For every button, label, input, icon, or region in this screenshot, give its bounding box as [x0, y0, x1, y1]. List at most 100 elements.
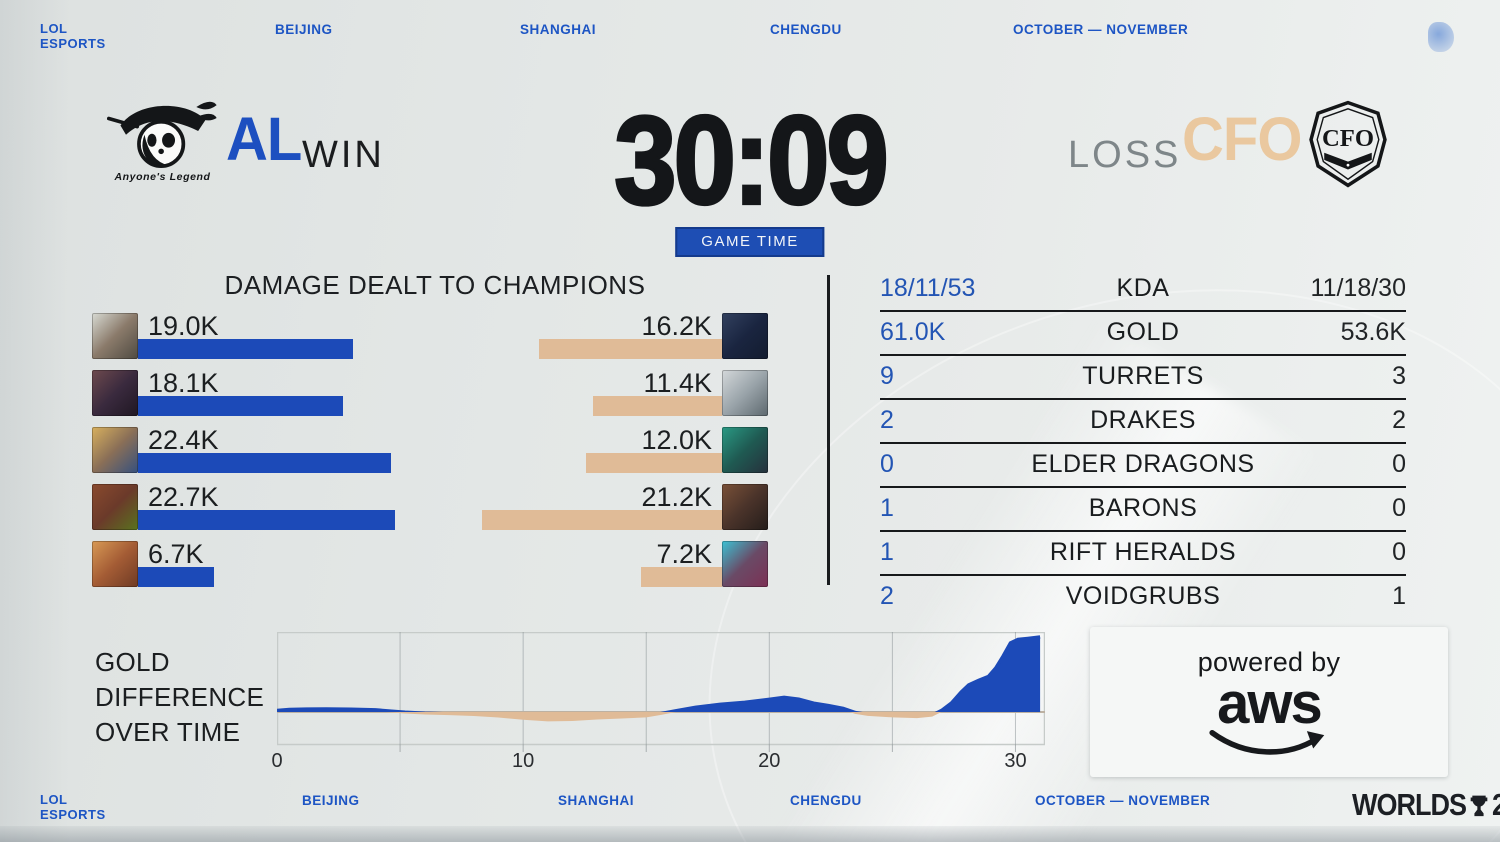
worlds-year: 25 [1492, 788, 1500, 823]
team-al-abbr: AL [226, 105, 302, 174]
damage-row: 16.2K [539, 313, 768, 359]
damage-value: 21.2K [641, 482, 712, 512]
team-cfo-abbr: CFO [1182, 105, 1302, 174]
brand-line: ESPORTS [40, 36, 106, 51]
damage-value: 18.1K [148, 368, 219, 398]
stat-label: DRAKES [1090, 406, 1196, 434]
stat-value-cfo: 0 [1392, 538, 1406, 566]
stat-value-cfo: 3 [1392, 362, 1406, 390]
stat-value-cfo: 53.6K [1340, 318, 1406, 346]
brand-line: ESPORTS [40, 807, 106, 822]
stat-row: 0 ELDER DRAGONS 0 [880, 444, 1406, 488]
stat-value-cfo: 0 [1392, 450, 1406, 478]
champion-portrait-icon [92, 484, 138, 530]
gold-series-path [277, 635, 1041, 712]
svg-text:CFO: CFO [1322, 125, 1374, 152]
damage-row: 18.1K [92, 370, 395, 416]
damage-bar [539, 339, 722, 359]
stat-label: GOLD [1106, 318, 1180, 346]
gold-chart-label: GOLD DIFFERENCE OVER TIME [95, 645, 264, 750]
damage-value: 22.7K [148, 482, 219, 512]
stat-label: BARONS [1088, 494, 1198, 522]
damage-bar [138, 339, 353, 359]
champion-portrait-icon [722, 541, 768, 587]
stat-value-al: 18/11/53 [880, 274, 976, 302]
damage-value: 22.4K [148, 425, 219, 455]
champion-portrait-icon [92, 313, 138, 359]
damage-value: 11.4K [643, 368, 712, 398]
anyones-legend-panda-icon [106, 101, 217, 168]
trophy-icon [1470, 795, 1488, 816]
stat-label: VOIDGRUBS [1065, 582, 1221, 610]
stat-value-al: 1 [880, 538, 894, 566]
gold-label-line: OVER TIME [95, 717, 241, 747]
x-axis-tick-label: 20 [758, 750, 781, 772]
damage-row: 22.4K [92, 427, 395, 473]
team-al-caption: Anyone's Legend [114, 171, 211, 183]
bottombar-item-chengdu: CHENGDU [790, 793, 862, 808]
gold-label-line: GOLD [95, 647, 170, 677]
stat-row: 2 VOIDGRUBS 1 [880, 576, 1406, 618]
stat-value-al: 2 [880, 406, 894, 434]
gold-difference-chart [276, 631, 1046, 754]
champion-portrait-icon [722, 484, 768, 530]
stat-value-al: 2 [880, 582, 894, 610]
stat-row: 61.0K GOLD 53.6K [880, 312, 1406, 356]
damage-row: 21.2K [482, 484, 768, 530]
gold-chart-x-axis: 0 10 20 30 [271, 750, 1045, 774]
damage-value: 6.7K [148, 539, 204, 569]
gold-series-path [277, 712, 1041, 721]
stat-row: 1 BARONS 0 [880, 488, 1406, 532]
stat-row: 2 DRAKES 2 [880, 400, 1406, 444]
stat-value-al: 0 [880, 450, 894, 478]
stat-label: KDA [1116, 274, 1170, 302]
lol-esports-wordmark: LOL ESPORTS [40, 792, 106, 822]
champion-portrait-icon [722, 427, 768, 473]
x-axis-tick-label: 0 [271, 750, 283, 772]
topbar-item-chengdu: CHENGDU [770, 22, 842, 37]
gold-label-line: DIFFERENCE [95, 682, 265, 712]
game-clock: 30:09 [613, 89, 890, 232]
lol-esports-wordmark: LOL ESPORTS [40, 21, 106, 51]
stat-value-cfo: 0 [1392, 494, 1406, 522]
damage-bar [138, 396, 343, 416]
section-divider [827, 275, 830, 585]
damage-column-cfo: 16.2K 11.4K 12.0K 21.2K 7.2K [482, 313, 768, 587]
topbar-item-shanghai: SHANGHAI [520, 22, 597, 37]
stat-label: ELDER DRAGONS [1031, 450, 1255, 478]
gold-series-path [277, 637, 1041, 712]
worlds-label: WORLDS [1352, 788, 1467, 822]
damage-column-al: 19.0K 18.1K 22.4K 22.7K 6.7K [92, 313, 395, 587]
bottombar-item-dates: OCTOBER — NOVEMBER [1035, 793, 1211, 808]
stat-value-cfo: 11/18/30 [1310, 274, 1406, 302]
aws-wordmark: aws [1217, 670, 1323, 736]
stat-row: 1 RIFT HERALDS 0 [880, 532, 1406, 576]
stat-label: TURRETS [1082, 362, 1204, 390]
x-axis-tick-label: 30 [1004, 750, 1027, 772]
objective-stats-table: 18/11/53 KDA 11/18/30 61.0K GOLD 53.6K 9 TURRET… [880, 268, 1406, 618]
damage-row: 12.0K [586, 427, 768, 473]
team-al-logo: Anyone's Legend [100, 94, 225, 183]
stat-row: 9 TURRETS 3 [880, 356, 1406, 400]
damage-bar [482, 510, 722, 530]
damage-bar [586, 453, 722, 473]
champion-portrait-icon [92, 427, 138, 473]
powered-by-text: powered by [1197, 646, 1341, 677]
team-al-result: WIN [302, 134, 385, 176]
damage-value: 12.0K [641, 425, 712, 455]
brand-line: LOL [40, 792, 68, 807]
champion-portrait-icon [92, 370, 138, 416]
damage-bar [641, 567, 722, 587]
bottombar-item-beijing: BEIJING [302, 793, 360, 808]
damage-row: 7.2K [641, 541, 768, 587]
topbar-item-beijing: BEIJING [275, 22, 333, 37]
gold-chart-svg [276, 631, 1046, 752]
worlds-25-logo: WORLDS 25 [1352, 788, 1500, 823]
bottombar-item-shanghai: SHANGHAI [558, 793, 635, 808]
team-cfo-result: LOSS [1068, 134, 1182, 176]
damage-row: 19.0K [92, 313, 395, 359]
stat-value-al: 9 [880, 362, 894, 390]
topbar-item-dates: OCTOBER — NOVEMBER [1013, 22, 1189, 37]
damage-bar [138, 567, 214, 587]
